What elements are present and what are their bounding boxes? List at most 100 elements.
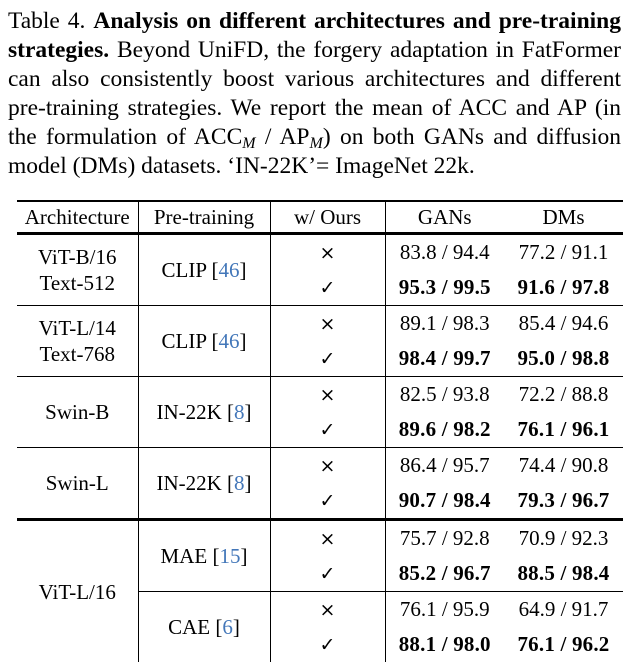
cell-dms-value: 79.3 / 96.7 bbox=[517, 488, 610, 512]
col-header-architecture: Architecture bbox=[17, 200, 139, 235]
cell-dms-value: 64.9 / 91.7 bbox=[504, 591, 623, 627]
bracket-open: [ bbox=[212, 543, 220, 568]
architecture-line: Text-768 bbox=[39, 342, 115, 366]
cell-with-ours-cross: × bbox=[270, 305, 386, 341]
table-row: ✓ 85.2 / 96.7 88.5 / 98.4 bbox=[17, 556, 623, 592]
pretraining-name: CAE bbox=[168, 614, 211, 639]
cell-pretraining: MAE [15] bbox=[138, 518, 271, 592]
table-row: Swin-L IN-22K [8] × 86.4 / 95.7 74.4 / 9… bbox=[17, 447, 623, 520]
cell-dms-value: 77.2 / 91.1 bbox=[504, 233, 623, 270]
table-row: ViT-B/16 Text-512 CLIP [46] × 83.8 / 94.… bbox=[17, 233, 623, 306]
caption-body-text: Beyond UniFD, the forgery adaptation in … bbox=[8, 37, 621, 150]
cell-pretraining: CAE [6] bbox=[138, 591, 271, 662]
architecture-line: ViT-L/14 bbox=[38, 316, 116, 340]
cell-pretraining: CLIP [46] bbox=[138, 233, 271, 306]
bracket-open: [ bbox=[211, 257, 219, 282]
citation-link[interactable]: [46] bbox=[211, 258, 246, 282]
pretraining-name: MAE bbox=[160, 543, 208, 568]
subscript-m: M bbox=[242, 135, 256, 152]
bracket-close: ] bbox=[239, 257, 247, 282]
citation-number[interactable]: 8 bbox=[234, 399, 245, 424]
bracket-open: [ bbox=[211, 328, 219, 353]
subscript-m: M bbox=[309, 135, 323, 152]
cell-with-ours-check: ✓ bbox=[270, 270, 386, 306]
col-header-pretraining: Pre-training bbox=[138, 200, 271, 235]
table-row: ✓ 90.7 / 98.4 79.3 / 96.7 bbox=[17, 483, 623, 520]
cell-gans-value: 85.2 / 96.7 bbox=[398, 561, 491, 585]
cell-with-ours-cross: × bbox=[270, 591, 386, 627]
pretraining-name: CLIP bbox=[161, 328, 207, 353]
table-caption: Table 4. Analysis on different architect… bbox=[8, 7, 621, 181]
bracket-close: ] bbox=[239, 328, 247, 353]
architecture-line: Swin-B bbox=[45, 400, 110, 424]
cell-pretraining: CLIP [46] bbox=[138, 305, 271, 377]
bracket-close: ] bbox=[232, 614, 240, 639]
cell-with-ours-check: ✓ bbox=[270, 483, 386, 520]
architecture-line: ViT-L/16 bbox=[38, 579, 116, 604]
pretraining-name: IN-22K bbox=[156, 399, 222, 424]
cell-gans-value: 95.3 / 99.5 bbox=[398, 275, 491, 299]
citation-link[interactable]: [15] bbox=[212, 544, 247, 568]
bracket-open: [ bbox=[227, 470, 235, 495]
cell-dms-value: 76.1 / 96.1 bbox=[517, 417, 610, 441]
citation-link[interactable]: [8] bbox=[227, 471, 252, 495]
table-header-row: Architecture Pre-training w/ Ours GANs D… bbox=[17, 200, 623, 235]
col-header-dms: DMs bbox=[504, 200, 623, 235]
table-row: ✓ 89.6 / 98.2 76.1 / 96.1 bbox=[17, 412, 623, 448]
bracket-close: ] bbox=[244, 399, 252, 424]
citation-link[interactable]: [8] bbox=[227, 400, 252, 424]
caption-title: Analysis on different architectures and … bbox=[8, 8, 621, 63]
cell-pretraining: IN-22K [8] bbox=[138, 376, 271, 448]
citation-number[interactable]: 46 bbox=[218, 257, 240, 282]
bracket-open: [ bbox=[227, 399, 235, 424]
cell-with-ours-check: ✓ bbox=[270, 341, 386, 377]
cell-gans-value: 83.8 / 94.4 bbox=[385, 233, 504, 270]
cell-architecture: ViT-L/14 Text-768 bbox=[17, 305, 139, 377]
cell-with-ours-cross: × bbox=[270, 518, 386, 556]
citation-number[interactable]: 46 bbox=[218, 328, 240, 353]
table-row: ViT-L/16 MAE [15] × 75.7 / 92.8 70.9 / 9… bbox=[17, 518, 623, 662]
cell-dms-value: 74.4 / 90.8 bbox=[504, 447, 623, 483]
table-row: ✓ 95.3 / 99.5 91.6 / 97.8 bbox=[17, 270, 623, 306]
cell-dms-value: 88.5 / 98.4 bbox=[517, 561, 610, 585]
cell-gans-value: 90.7 / 98.4 bbox=[398, 488, 491, 512]
table-caption-block: Table 4. Analysis on different architect… bbox=[0, 0, 630, 192]
architecture-line: Text-512 bbox=[39, 271, 115, 295]
citation-number[interactable]: 6 bbox=[222, 614, 233, 639]
table-row: CAE [6] × 76.1 / 95.9 64.9 / 91.7 bbox=[17, 591, 623, 662]
architecture-line: ViT-B/16 bbox=[38, 245, 117, 269]
cell-dms-value: 76.1 / 96.2 bbox=[517, 632, 610, 656]
citation-link[interactable]: [46] bbox=[211, 329, 246, 353]
citation-number[interactable]: 8 bbox=[234, 470, 245, 495]
citation-number[interactable]: 15 bbox=[219, 543, 241, 568]
cell-gans-value: 76.1 / 95.9 bbox=[385, 591, 504, 627]
bracket-close: ] bbox=[244, 470, 252, 495]
cell-gans-value: 75.7 / 92.8 bbox=[385, 518, 504, 556]
cell-dms-value: 85.4 / 94.6 bbox=[504, 305, 623, 341]
cell-dms-value: 70.9 / 92.3 bbox=[504, 518, 623, 556]
caption-body: Beyond UniFD, the forgery adaptation in … bbox=[8, 37, 621, 179]
results-table: Architecture Pre-training w/ Ours GANs D… bbox=[17, 200, 623, 662]
table-row: Swin-B IN-22K [8] × 82.5 / 93.8 72.2 / 8… bbox=[17, 376, 623, 448]
cell-with-ours-cross: × bbox=[270, 376, 386, 412]
caption-body-text: / AP bbox=[255, 124, 310, 150]
cell-architecture: Swin-L bbox=[17, 447, 139, 520]
cell-dms-value: 91.6 / 97.8 bbox=[517, 275, 610, 299]
col-header-with-ours: w/ Ours bbox=[270, 200, 386, 235]
cell-architecture: ViT-L/16 bbox=[17, 518, 139, 662]
cell-with-ours-check: ✓ bbox=[270, 556, 386, 592]
caption-label: Table 4. bbox=[8, 8, 86, 34]
cell-gans-value: 98.4 / 99.7 bbox=[398, 346, 491, 370]
bracket-close: ] bbox=[240, 543, 248, 568]
cell-gans-value: 88.1 / 98.0 bbox=[398, 632, 491, 656]
pretraining-name: IN-22K bbox=[156, 470, 222, 495]
bracket-open: [ bbox=[215, 614, 223, 639]
cell-with-ours-cross: × bbox=[270, 447, 386, 483]
table-row: ✓ 98.4 / 99.7 95.0 / 98.8 bbox=[17, 341, 623, 377]
caption-body-text: ) on both GANs and diffusion model (DMs)… bbox=[8, 124, 621, 179]
citation-link[interactable]: [6] bbox=[215, 615, 240, 639]
cell-pretraining: IN-22K [8] bbox=[138, 447, 271, 520]
col-header-gans: GANs bbox=[385, 200, 504, 235]
architecture-line: Swin-L bbox=[45, 471, 109, 495]
